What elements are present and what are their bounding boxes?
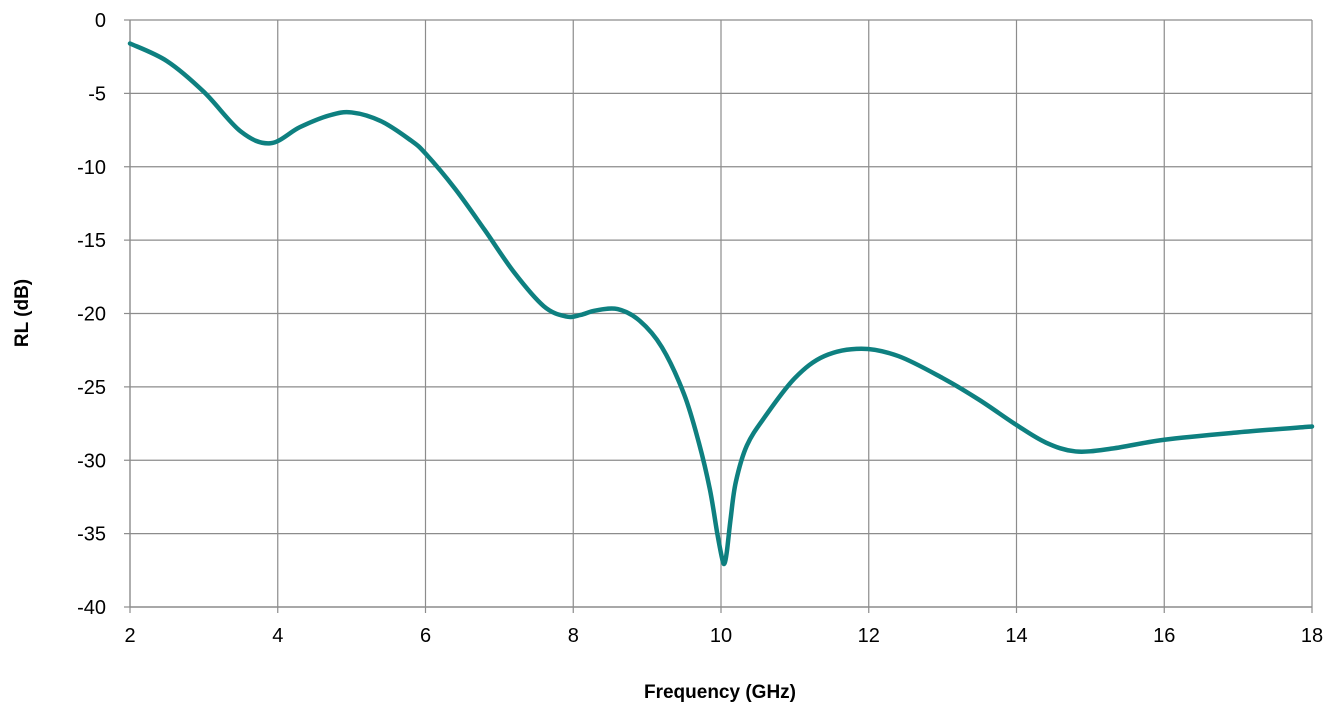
x-tick-label: 2 bbox=[124, 625, 135, 647]
x-tick-label: 6 bbox=[420, 625, 431, 647]
axes bbox=[124, 19, 1313, 613]
x-tick-label: 14 bbox=[1005, 625, 1027, 647]
x-tick-label: 18 bbox=[1301, 625, 1323, 647]
y-tick-label: -15 bbox=[77, 230, 106, 252]
x-tick-label: 10 bbox=[710, 625, 732, 647]
y-tick-label: -10 bbox=[77, 157, 106, 179]
x-tick-label: 8 bbox=[568, 625, 579, 647]
y-tick-label: -40 bbox=[77, 597, 106, 619]
x-axis-title: Frequency (GHz) bbox=[644, 682, 796, 703]
x-tick-label: 4 bbox=[272, 625, 283, 647]
series-line-0 bbox=[127, 41, 1315, 567]
x-tick-label: 12 bbox=[858, 625, 880, 647]
y-tick-label: -20 bbox=[77, 304, 106, 326]
x-tick-label: 16 bbox=[1153, 625, 1175, 647]
y-tick-label: -25 bbox=[77, 377, 106, 399]
y-axis-title: RL (dB) bbox=[12, 279, 33, 347]
series-layer bbox=[127, 41, 1315, 567]
y-tick-label: 0 bbox=[95, 10, 106, 32]
grid-lines bbox=[130, 19, 1313, 607]
y-tick-label: -35 bbox=[77, 524, 106, 546]
y-tick-label: -5 bbox=[88, 83, 106, 105]
tick-labels: 2 4 6 8 10 12 14 16 18 0 -5 -10 -15 -20 -25 -30 -35 -40 bbox=[77, 10, 1323, 647]
y-tick-label: -30 bbox=[77, 450, 106, 472]
